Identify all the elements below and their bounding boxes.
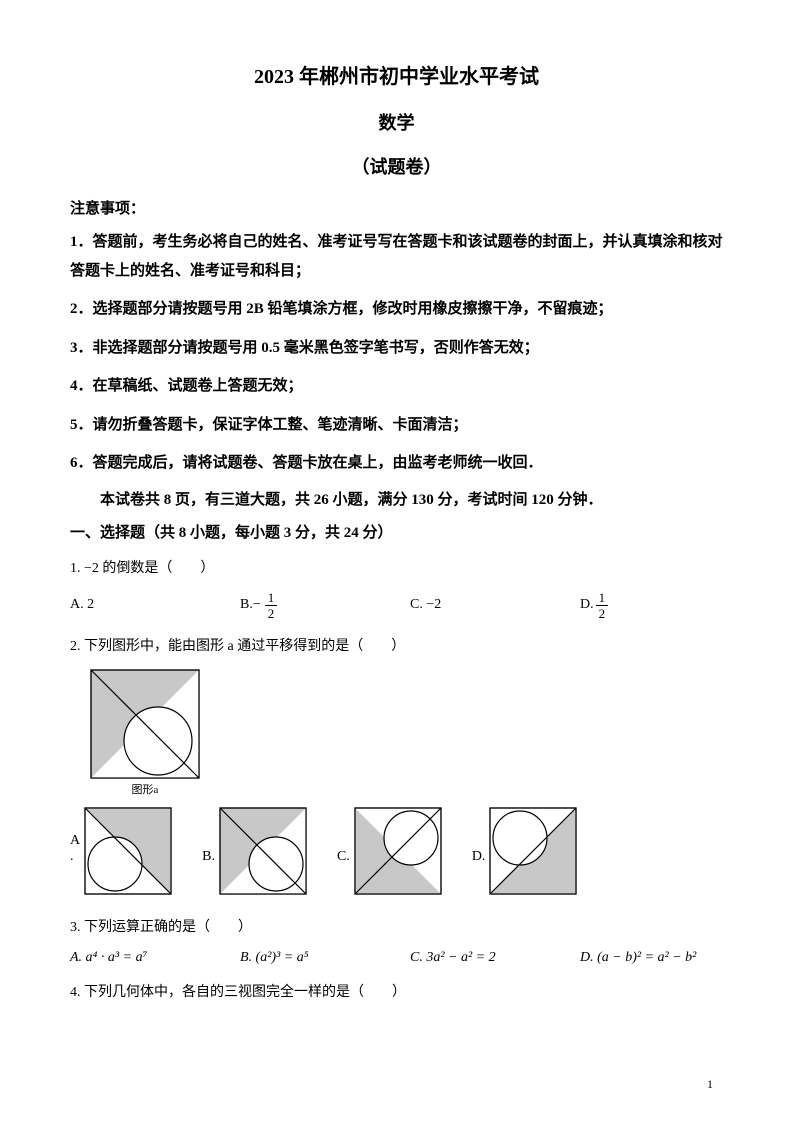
q3-option-d: D. (a − b)² = a² − b² bbox=[580, 950, 720, 966]
notice-item-6: 6．答题完成后，请将试题卷、答题卡放在桌上，由监考老师统一收回． bbox=[70, 449, 723, 478]
q1-optd-prefix: D. bbox=[580, 597, 594, 613]
exam-info: 本试卷共 8 页，有三道大题，共 26 小题，满分 130 分，考试时间 120… bbox=[70, 488, 723, 509]
question-3-options: A. a⁴ · a³ = a⁷ B. (a²)³ = a⁵ C. 3a² − a… bbox=[70, 950, 723, 966]
q2-shape-c bbox=[354, 807, 442, 895]
q1-optb-prefix: B. bbox=[240, 597, 253, 613]
q3-option-c: C. 3a² − a² = 2 bbox=[410, 950, 580, 966]
notice-item-5: 5．请勿折叠答题卡，保证字体工整、笔迹清晰、卡面清洁； bbox=[70, 411, 723, 440]
q1-option-a: A. 2 bbox=[70, 597, 240, 613]
question-1: 1. −2 的倒数是（ ） bbox=[70, 556, 723, 581]
q3-option-a: A. a⁴ · a³ = a⁷ bbox=[70, 950, 240, 966]
notice-header: 注意事项： bbox=[70, 197, 723, 218]
q1-option-d: D. 1 2 bbox=[580, 591, 720, 620]
notice-item-2: 2．选择题部分请按题号用 2B 铅笔填涂方框，修改时用橡皮擦擦干净，不留痕迹； bbox=[70, 295, 723, 324]
q2-optd-label: D. bbox=[472, 849, 486, 895]
fraction: 1 2 bbox=[265, 591, 278, 620]
notice-item-4: 4．在草稿纸、试题卷上答题无效； bbox=[70, 372, 723, 401]
q2-optc-label: C. bbox=[337, 849, 350, 895]
numerator: 1 bbox=[265, 591, 278, 606]
exam-title: 2023 年郴州市初中学业水平考试 bbox=[70, 60, 723, 89]
numerator: 1 bbox=[596, 591, 609, 606]
denominator: 2 bbox=[265, 606, 278, 620]
exam-subject: 数学 bbox=[70, 109, 723, 135]
q1-option-c: C. −2 bbox=[410, 597, 580, 613]
notice-item-1: 1．答题前，考生务必将自己的姓名、准考证号写在答题卡和该试题卷的封面上，并认真填… bbox=[70, 228, 723, 285]
q2-option-c: C. bbox=[337, 807, 442, 895]
q1-option-b: B. − 1 2 bbox=[240, 591, 410, 620]
question-2: 2. 下列图形中，能由图形 a 通过平移得到的是（ ） bbox=[70, 634, 723, 659]
q2-shape-d bbox=[489, 807, 577, 895]
section-1-header: 一、选择题（共 8 小题，每小题 3 分，共 24 分） bbox=[70, 521, 723, 542]
figure-a-caption: 图形a bbox=[90, 781, 200, 797]
page-number: 1 bbox=[707, 1077, 713, 1092]
fraction: 1 2 bbox=[596, 591, 609, 620]
q2-shape-a bbox=[84, 807, 172, 895]
q2-optb-label: B. bbox=[202, 849, 215, 895]
q2-option-d: D. bbox=[472, 807, 578, 895]
question-2-options: A. B. C. D. bbox=[70, 807, 723, 895]
question-3: 3. 下列运算正确的是（ ） bbox=[70, 915, 723, 940]
denominator: 2 bbox=[596, 606, 609, 620]
paper-type: （试题卷） bbox=[70, 153, 723, 179]
q2-opta-label: A. bbox=[70, 833, 80, 895]
question-1-options: A. 2 B. − 1 2 C. −2 D. 1 2 bbox=[70, 591, 723, 620]
question-4: 4. 下列几何体中，各自的三视图完全一样的是（ ） bbox=[70, 980, 723, 1005]
minus-sign: − bbox=[253, 597, 261, 613]
q3-option-b: B. (a²)³ = a⁵ bbox=[240, 950, 410, 966]
figure-a-container: 图形a bbox=[90, 669, 723, 797]
q2-shape-b bbox=[219, 807, 307, 895]
q2-option-b: B. bbox=[202, 807, 307, 895]
notice-item-3: 3．非选择题部分请按题号用 0.5 毫米黑色签字笔书写，否则作答无效； bbox=[70, 334, 723, 363]
figure-a bbox=[90, 669, 200, 779]
q2-option-a: A. bbox=[70, 807, 172, 895]
